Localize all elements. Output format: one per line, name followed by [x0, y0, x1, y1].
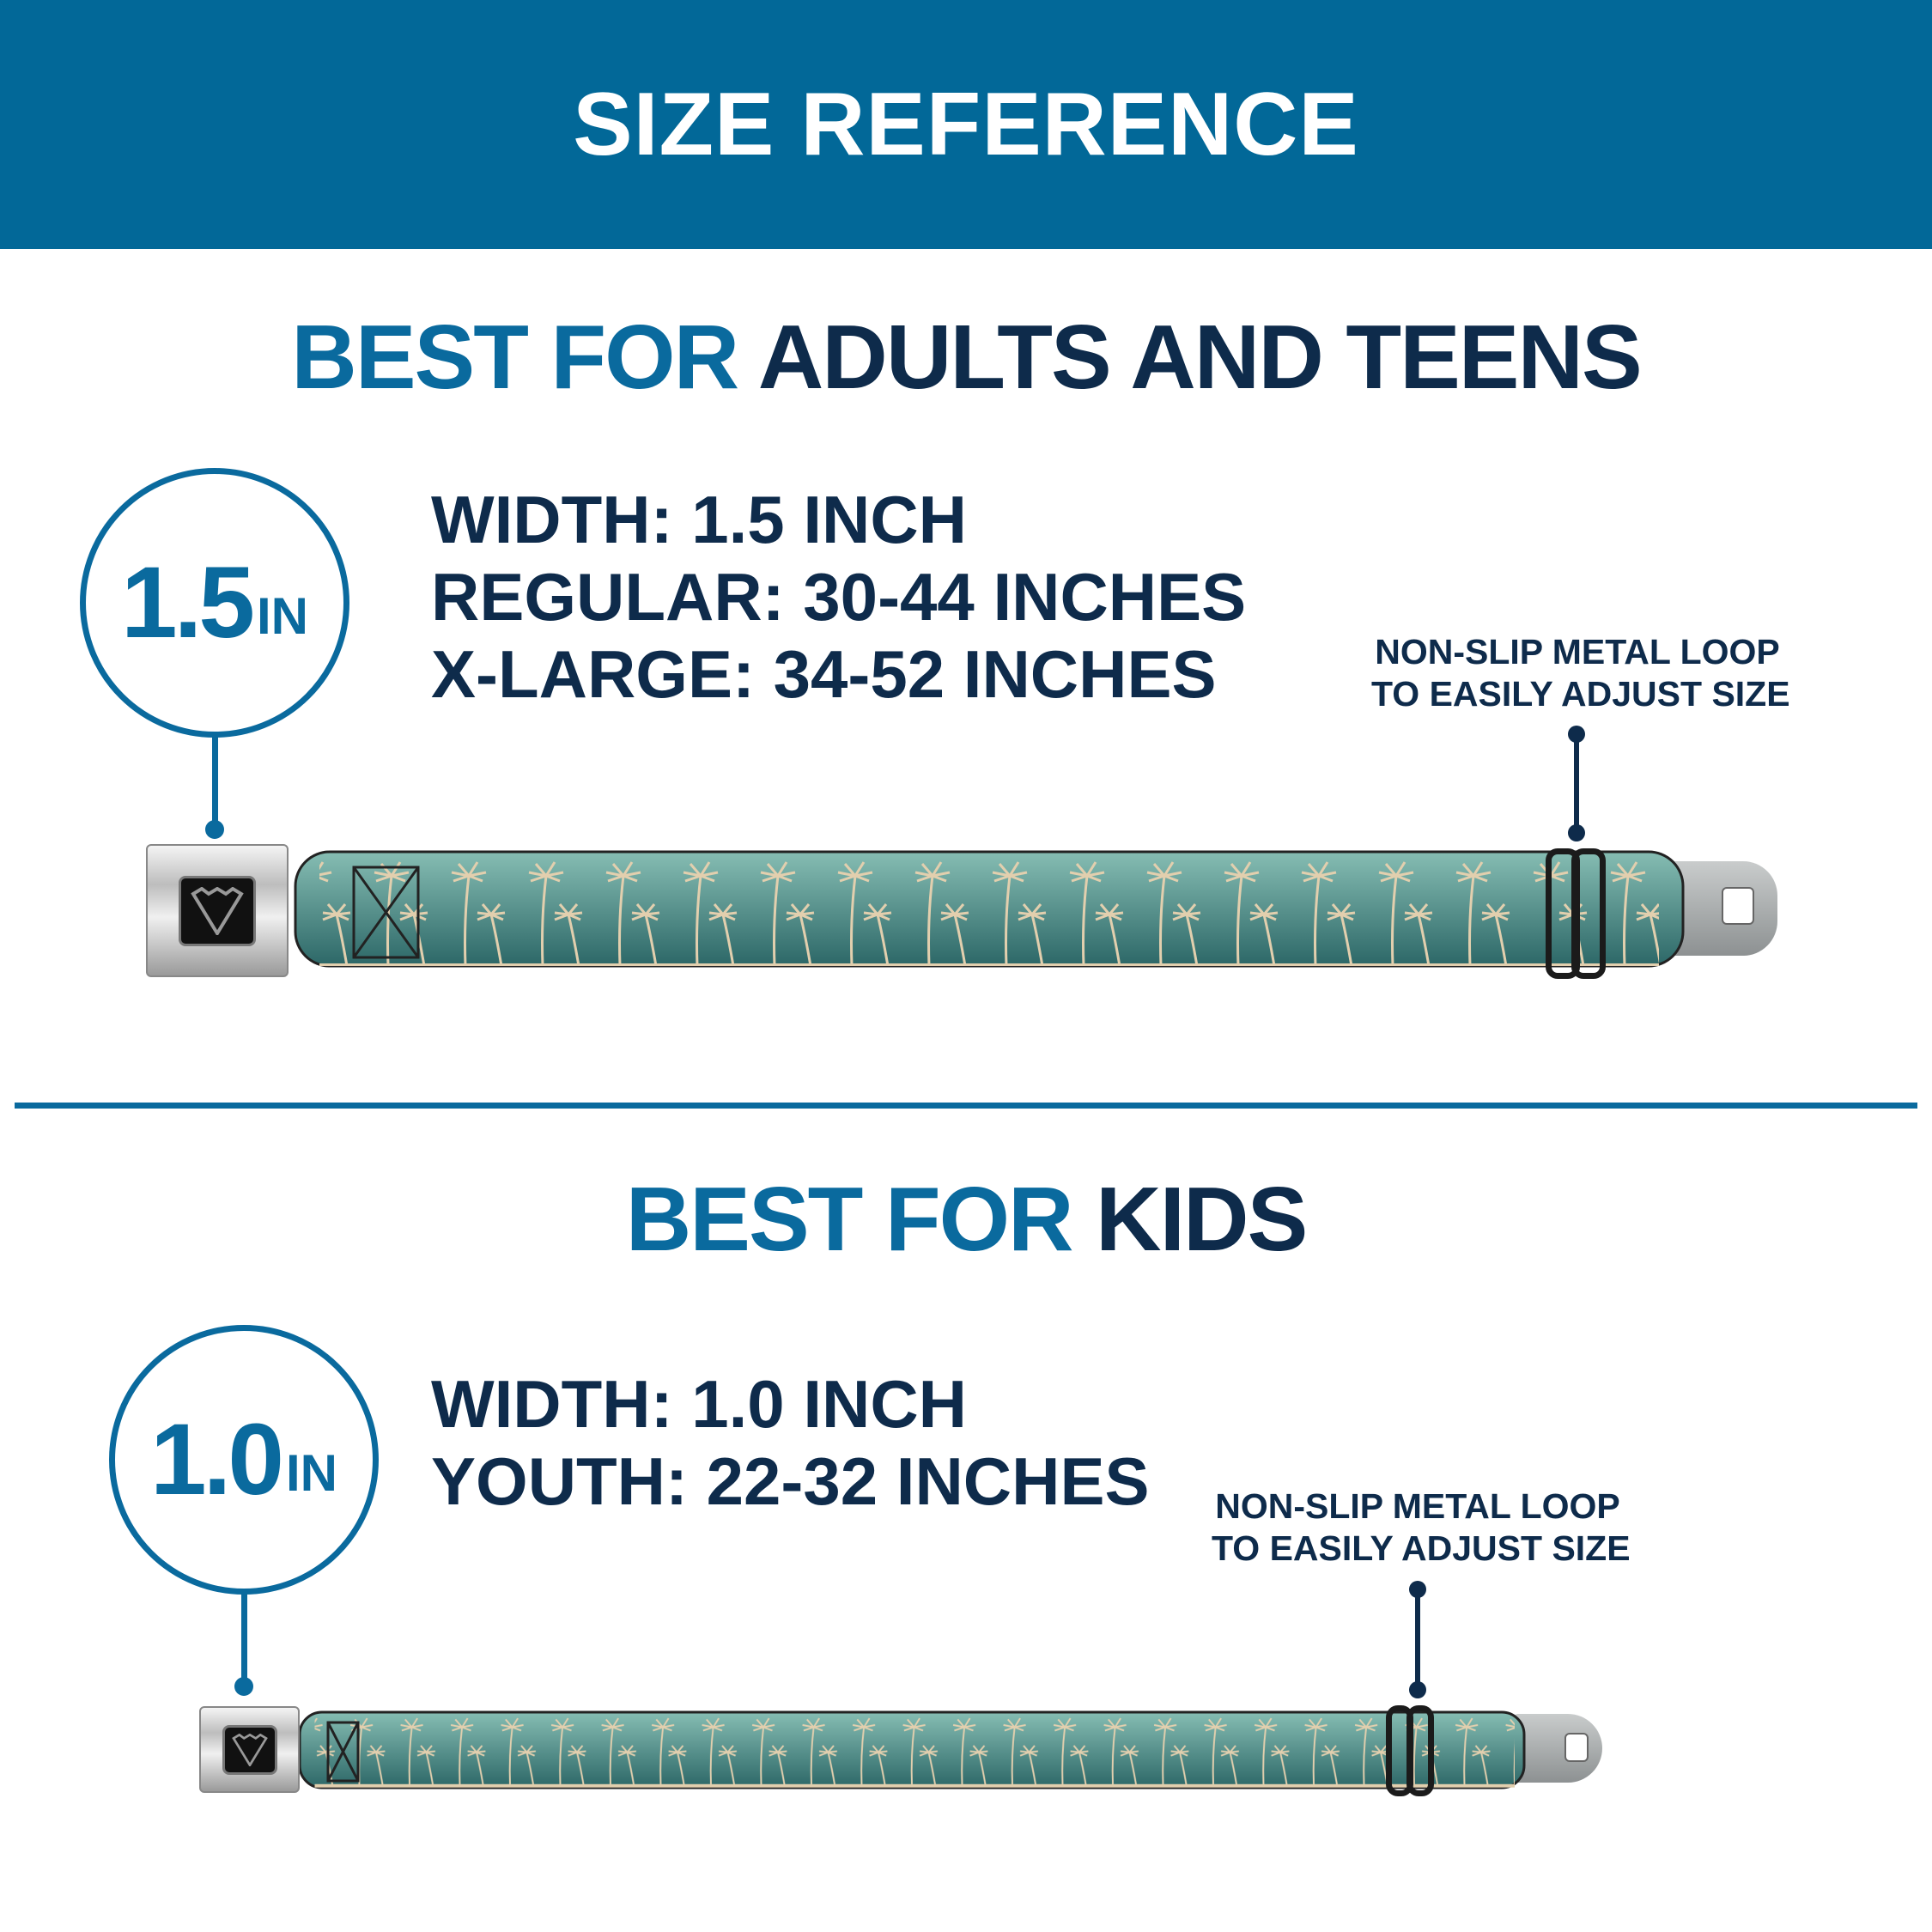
- kids-loop-note: NON-SLIP METAL LOOP TO EASILY ADJUST SIZ…: [1212, 1485, 1631, 1570]
- adults-loop-note: NON-SLIP METAL LOOP TO EASILY ADJUST SIZ…: [1371, 631, 1790, 715]
- tip-hole: [1564, 1733, 1589, 1762]
- note-connector-line: [1415, 1589, 1420, 1688]
- adjust-loop: [1571, 848, 1606, 979]
- note-line: NON-SLIP METAL LOOP: [1375, 632, 1780, 671]
- header-banner: SIZE REFERENCE: [0, 0, 1932, 249]
- width-badge-adults: 1.5 IN: [80, 468, 349, 738]
- kids-heading: BEST FOR KIDS: [0, 1168, 1932, 1272]
- spec-width: WIDTH: 1.5 INCH: [431, 482, 967, 557]
- section-divider: [15, 1103, 1917, 1109]
- adults-heading: BEST FOR ADULTS AND TEENS: [0, 306, 1932, 410]
- badge-value: 1.5: [120, 546, 255, 659]
- kids-heading-highlight: BEST FOR: [625, 1169, 1074, 1270]
- spec-xlarge: X-LARGE: 34-52 INCHES: [431, 636, 1217, 712]
- adjust-loop: [1406, 1705, 1434, 1796]
- adult-belt-image: [146, 841, 1795, 983]
- tip-hole: [1722, 887, 1754, 925]
- brand-logo-icon: [222, 1724, 277, 1775]
- adults-specs: WIDTH: 1.5 INCH REGULAR: 30-44 INCHES X-…: [431, 481, 1246, 713]
- strap: [294, 850, 1685, 968]
- badge-unit: IN: [257, 586, 309, 645]
- note-connector-line: [1574, 734, 1579, 833]
- note-line: TO EASILY ADJUST SIZE: [1371, 674, 1790, 714]
- adults-heading-rest: ADULTS AND TEENS: [757, 307, 1643, 408]
- badge-connector-line: [241, 1580, 247, 1687]
- buckle: [146, 844, 289, 977]
- badge-connector-dot: [234, 1677, 253, 1696]
- spec-width: WIDTH: 1.0 INCH: [431, 1366, 967, 1442]
- kids-heading-rest: KIDS: [1096, 1169, 1308, 1270]
- metal-tip: [1513, 1714, 1602, 1783]
- note-connector-dot: [1568, 824, 1585, 841]
- spec-regular: REGULAR: 30-44 INCHES: [431, 559, 1247, 635]
- adults-heading-highlight: BEST FOR: [291, 307, 739, 408]
- brand-logo-icon: [179, 875, 256, 946]
- badge-connector-line: [212, 721, 218, 829]
- spec-youth: YOUTH: 22-32 INCHES: [431, 1443, 1150, 1519]
- note-line: TO EASILY ADJUST SIZE: [1212, 1528, 1631, 1568]
- buckle: [199, 1706, 300, 1793]
- page-title: SIZE REFERENCE: [573, 74, 1359, 174]
- strap: [298, 1710, 1526, 1789]
- note-line: NON-SLIP METAL LOOP: [1215, 1486, 1620, 1526]
- badge-connector-dot: [205, 820, 224, 839]
- note-connector-dot: [1409, 1681, 1426, 1698]
- kids-belt-image: [199, 1704, 1607, 1798]
- badge-unit: IN: [286, 1443, 338, 1502]
- kids-specs: WIDTH: 1.0 INCH YOUTH: 22-32 INCHES: [431, 1365, 1150, 1520]
- width-badge-kids: 1.0 IN: [109, 1325, 379, 1595]
- badge-value: 1.0: [149, 1403, 284, 1516]
